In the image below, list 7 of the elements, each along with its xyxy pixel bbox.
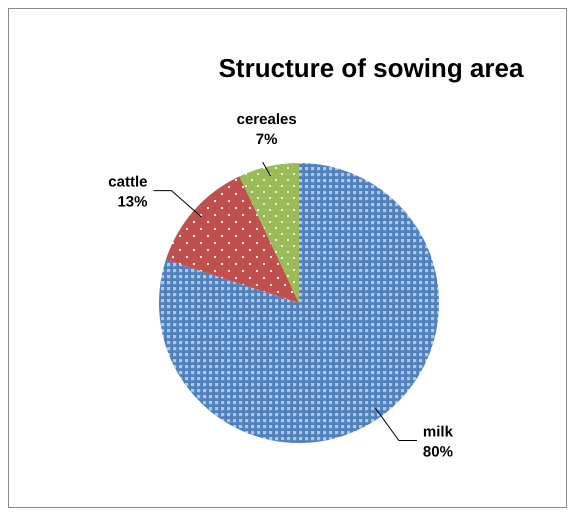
chart-title: Structure of sowing area bbox=[218, 53, 525, 84]
slice-label: cattle bbox=[108, 174, 148, 191]
data-label: 13% bbox=[117, 194, 148, 211]
slice-label: milk bbox=[422, 424, 454, 441]
data-label: 7% bbox=[256, 131, 278, 148]
data-label: 80% bbox=[422, 444, 453, 461]
slice-label: cereales bbox=[236, 111, 297, 128]
